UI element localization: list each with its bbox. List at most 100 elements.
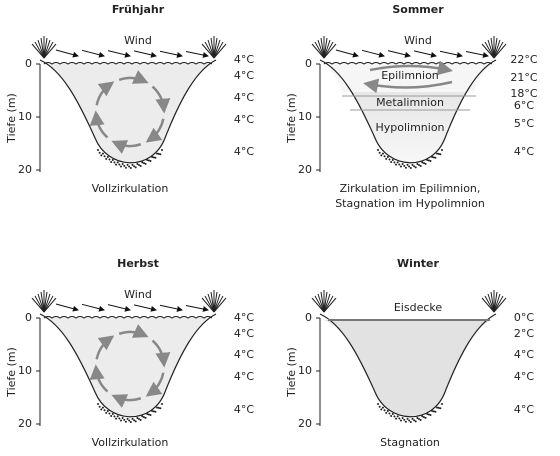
top-label: Wind xyxy=(404,34,432,47)
sediment xyxy=(378,405,381,408)
sediment xyxy=(101,406,104,409)
sediment xyxy=(101,152,104,155)
reed xyxy=(37,39,45,59)
sediment xyxy=(416,163,419,166)
sediment xyxy=(156,406,159,409)
reed xyxy=(204,41,215,59)
sediment xyxy=(413,419,416,422)
sediment xyxy=(434,410,437,413)
sediment xyxy=(142,162,145,165)
lake-panel: Frühjahr Wind 0 10 20 Tiefe (m) 4°C 4°C 4°C 4°C 4°… xyxy=(5,3,254,195)
circulation-arrow xyxy=(145,372,165,397)
sediment xyxy=(380,408,383,411)
temperature: 4°C xyxy=(234,403,254,416)
caption: Vollzirkulation xyxy=(92,436,169,449)
reed xyxy=(213,37,218,59)
sediment xyxy=(116,161,119,164)
sediment xyxy=(134,420,137,423)
circulation-arrow xyxy=(111,394,142,408)
sediment xyxy=(388,158,391,161)
reed xyxy=(201,297,215,313)
reed xyxy=(493,297,507,313)
wind-arrow xyxy=(55,303,79,312)
reed xyxy=(213,297,227,313)
reed xyxy=(487,293,495,313)
sediment xyxy=(149,414,152,417)
sediment xyxy=(149,160,152,163)
sediment xyxy=(399,165,402,168)
caption: Stagnation xyxy=(380,436,440,449)
sediment xyxy=(403,418,406,421)
sediment xyxy=(406,163,409,166)
reed xyxy=(484,295,495,313)
sediment xyxy=(157,406,160,409)
sediment xyxy=(409,420,412,423)
reed xyxy=(213,41,224,59)
depth-tick-label: 0 xyxy=(25,311,32,324)
sediment xyxy=(151,409,154,412)
wind-arrow xyxy=(387,50,411,58)
sediment xyxy=(436,152,439,155)
sediment xyxy=(416,417,419,420)
caption: Vollzirkulation xyxy=(92,182,169,195)
sediment xyxy=(105,411,108,414)
caption: Stagnation im Hypolimnion xyxy=(335,197,485,210)
sediment xyxy=(421,161,424,164)
sediment xyxy=(131,163,134,166)
sediment xyxy=(434,156,437,159)
axis-label: Tiefe (m) xyxy=(5,93,18,144)
depth-tick-label: 10 xyxy=(18,110,32,123)
axis-label: Tiefe (m) xyxy=(285,93,298,144)
sediment xyxy=(406,417,409,420)
reed xyxy=(323,293,331,313)
sediment xyxy=(146,412,149,415)
sediment xyxy=(108,158,111,161)
reed xyxy=(213,291,218,313)
sediment xyxy=(134,166,137,169)
temperature: 4°C xyxy=(234,69,254,82)
sediment xyxy=(154,410,157,413)
sediment xyxy=(419,418,422,421)
surface-wave xyxy=(323,62,493,65)
top-label: Eisdecke xyxy=(394,301,443,314)
temperature: 5°C xyxy=(514,117,534,130)
reed xyxy=(493,291,498,313)
sediment xyxy=(404,420,407,423)
sediment xyxy=(152,410,155,413)
reed xyxy=(484,41,495,59)
sediment xyxy=(418,418,421,421)
temperature: 2°C xyxy=(514,327,534,340)
sediment xyxy=(439,153,442,156)
reed xyxy=(43,39,51,59)
reed xyxy=(493,41,504,59)
layer-label: Metalimnion xyxy=(376,96,444,109)
sediment xyxy=(110,415,113,418)
sediment xyxy=(131,417,134,420)
sediment xyxy=(441,149,443,151)
sediment xyxy=(100,154,103,157)
sediment xyxy=(393,415,396,418)
circulation-arrow xyxy=(118,324,149,338)
sediment xyxy=(119,165,122,168)
sediment xyxy=(110,161,113,164)
surface-wave xyxy=(43,316,213,319)
sediment xyxy=(141,415,144,418)
reed xyxy=(311,297,325,313)
sediment xyxy=(138,418,141,421)
sediment xyxy=(97,149,99,151)
reed xyxy=(43,295,54,313)
wind-arrow xyxy=(413,50,437,58)
reed xyxy=(43,43,57,59)
axis-label: Tiefe (m) xyxy=(285,347,298,398)
reed xyxy=(213,295,224,313)
sediment xyxy=(380,154,383,157)
reed xyxy=(43,291,48,313)
sediment xyxy=(386,155,389,158)
sediment xyxy=(401,417,404,420)
reed xyxy=(311,43,325,59)
sediment xyxy=(157,152,160,155)
sediment xyxy=(139,418,142,421)
sediment xyxy=(118,163,121,166)
circulation-arrow xyxy=(118,70,149,84)
sediment xyxy=(437,152,440,155)
